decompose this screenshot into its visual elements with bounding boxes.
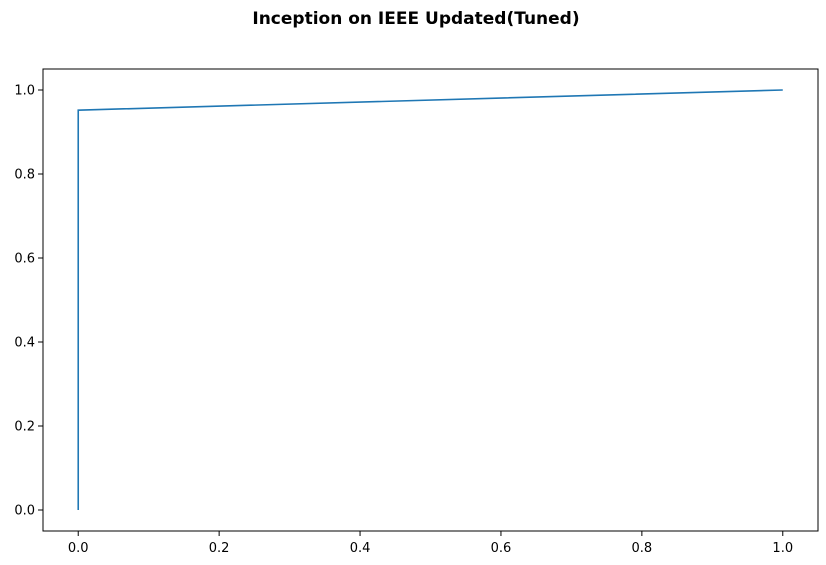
x-tick-label: 0.6 [491,541,512,556]
y-tick-label: 0.0 [14,504,35,519]
y-tick-label: 0.6 [14,252,35,267]
x-tick-label: 1.0 [772,541,793,556]
plot-area [42,68,819,532]
y-tick-label: 0.2 [14,420,35,435]
x-tick-label: 0.2 [209,541,230,556]
axes-frame [42,68,819,532]
y-tick-label: 0.4 [14,336,35,351]
x-tick-label: 0.0 [68,541,89,556]
series-line [77,89,783,510]
chart-title: Inception on IEEE Updated(Tuned) [252,9,579,29]
y-tick-label: 1.0 [14,84,35,99]
x-tick-label: 0.8 [632,541,653,556]
x-tick-label: 0.4 [350,541,371,556]
y-axis: 0.0 0.2 0.4 0.6 0.8 1.0 [14,84,43,519]
series-layer [77,89,783,510]
y-tick-label: 0.8 [14,168,35,183]
x-axis: 0.0 0.2 0.4 0.6 0.8 1.0 [68,531,793,556]
